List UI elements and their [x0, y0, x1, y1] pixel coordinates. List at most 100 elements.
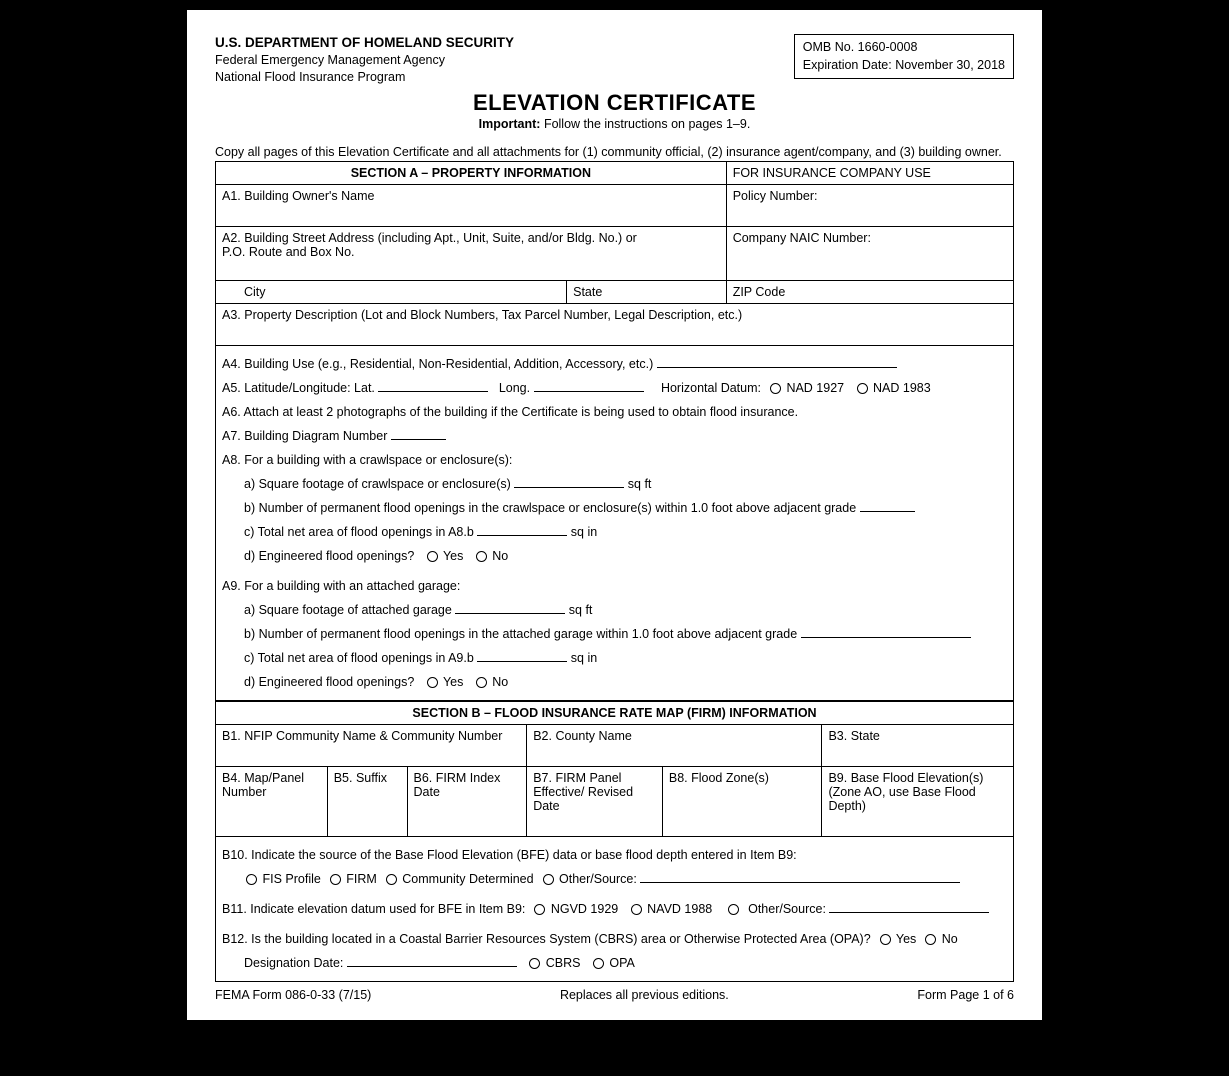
policy-number[interactable]: Policy Number: — [726, 184, 1013, 226]
a9a-input[interactable] — [455, 601, 565, 614]
opa-label: OPA — [609, 956, 634, 970]
copy-instruction: Copy all pages of this Elevation Certifi… — [215, 145, 1014, 159]
a7-label: A7. Building Diagram Number — [222, 429, 387, 443]
nad1927-radio[interactable] — [770, 383, 781, 394]
a7-diagram-number[interactable]: A7. Building Diagram Number — [222, 426, 1007, 446]
a8b-input[interactable] — [860, 499, 915, 512]
b3-state[interactable]: B3. State — [822, 724, 1014, 766]
a4-input[interactable] — [657, 355, 897, 368]
a8d-yes-label: Yes — [443, 549, 463, 563]
b10-other-radio[interactable] — [543, 874, 554, 885]
b12-yes-label: Yes — [896, 932, 916, 946]
b11[interactable]: B11. Indicate elevation datum used for B… — [222, 899, 1007, 919]
firm-radio[interactable] — [330, 874, 341, 885]
b10-other-input[interactable] — [640, 870, 960, 883]
a9a[interactable]: a) Square footage of attached garage sq … — [222, 600, 1007, 620]
b11-other-radio[interactable] — [728, 904, 739, 915]
a8d-yes-radio[interactable] — [427, 551, 438, 562]
b10-options[interactable]: FIS Profile FIRM Community Determined Ot… — [222, 869, 1007, 889]
a9c[interactable]: c) Total net area of flood openings in A… — [222, 648, 1007, 668]
section-a-header: SECTION A – PROPERTY INFORMATION — [216, 161, 727, 184]
b12[interactable]: B12. Is the building located in a Coasta… — [222, 929, 1007, 949]
cbrs-radio[interactable] — [529, 958, 540, 969]
community-det-label: Community Determined — [402, 872, 533, 886]
firm-label: FIRM — [346, 872, 377, 886]
a5-lat-long[interactable]: A5. Latitude/Longitude: Lat. Long. Horiz… — [222, 378, 1007, 398]
state-field[interactable]: State — [567, 280, 727, 303]
nad1983-radio[interactable] — [857, 383, 868, 394]
b12-yes-radio[interactable] — [880, 934, 891, 945]
b12-no-label: No — [942, 932, 958, 946]
page-number: Form Page 1 of 6 — [917, 988, 1014, 1002]
naic-number[interactable]: Company NAIC Number: — [726, 226, 1013, 280]
opa-radio[interactable] — [593, 958, 604, 969]
a5-lat-input[interactable] — [378, 379, 488, 392]
b4-map-panel[interactable]: B4. Map/Panel Number — [216, 766, 328, 836]
a1-owner-name[interactable]: A1. Building Owner's Name — [216, 184, 727, 226]
a2-street-address[interactable]: A2. Building Street Address (including A… — [216, 226, 727, 280]
b11-other-input[interactable] — [829, 900, 989, 913]
a8c-input[interactable] — [477, 523, 567, 536]
ngvd-radio[interactable] — [534, 904, 545, 915]
a8a[interactable]: a) Square footage of crawlspace or enclo… — [222, 474, 1007, 494]
city-field[interactable]: City — [216, 280, 567, 303]
a9c-input[interactable] — [477, 649, 567, 662]
a9b-input[interactable] — [801, 625, 971, 638]
a9a-label: a) Square footage of attached garage — [244, 603, 452, 617]
a9d-no-radio[interactable] — [476, 677, 487, 688]
a9d[interactable]: d) Engineered flood openings? Yes No — [222, 672, 1007, 692]
navd-label: NAVD 1988 — [647, 902, 712, 916]
a6-photos: A6. Attach at least 2 photographs of the… — [222, 402, 1007, 422]
a8c[interactable]: c) Total net area of flood openings in A… — [222, 522, 1007, 542]
b9-base-flood-elevation[interactable]: B9. Base Flood Elevation(s) (Zone AO, us… — [822, 766, 1014, 836]
dept-line-2: Federal Emergency Management Agency — [215, 52, 514, 69]
a4-building-use[interactable]: A4. Building Use (e.g., Residential, Non… — [222, 354, 1007, 374]
fis-label: FIS Profile — [262, 872, 320, 886]
designation-date-input[interactable] — [347, 954, 517, 967]
page-footer: FEMA Form 086-0-33 (7/15) Replaces all p… — [215, 988, 1014, 1002]
b10-other-label: Other/Source: — [559, 872, 637, 886]
form-title: ELEVATION CERTIFICATE — [215, 90, 1014, 116]
a5-lat-label: A5. Latitude/Longitude: Lat. — [222, 381, 375, 395]
a8b-label: b) Number of permanent flood openings in… — [244, 501, 856, 515]
form-number: FEMA Form 086-0-33 (7/15) — [215, 988, 371, 1002]
ngvd-label: NGVD 1929 — [551, 902, 618, 916]
b7-firm-panel-date[interactable]: B7. FIRM Panel Effective/ Revised Date — [527, 766, 663, 836]
a7-input[interactable] — [391, 427, 446, 440]
a9d-no-label: No — [492, 675, 508, 689]
a8a-input[interactable] — [514, 475, 624, 488]
b12-no-radio[interactable] — [925, 934, 936, 945]
b5-suffix[interactable]: B5. Suffix — [327, 766, 407, 836]
b8-flood-zone[interactable]: B8. Flood Zone(s) — [662, 766, 822, 836]
dept-line-3: National Flood Insurance Program — [215, 69, 514, 86]
important-note: Important: Follow the instructions on pa… — [215, 117, 1014, 131]
a8-crawlspace: A8. For a building with a crawlspace or … — [222, 450, 1007, 470]
title-block: ELEVATION CERTIFICATE Important: Follow … — [215, 90, 1014, 131]
a8d[interactable]: d) Engineered flood openings? Yes No — [222, 546, 1007, 566]
b6-firm-index-date[interactable]: B6. FIRM Index Date — [407, 766, 527, 836]
b11-label: B11. Indicate elevation datum used for B… — [222, 902, 525, 916]
navd-radio[interactable] — [631, 904, 642, 915]
expiration-date: Expiration Date: November 30, 2018 — [803, 57, 1005, 75]
fis-radio[interactable] — [246, 874, 257, 885]
b2-county[interactable]: B2. County Name — [527, 724, 822, 766]
b12-designation[interactable]: Designation Date: CBRS OPA — [222, 953, 1007, 973]
page-header: U.S. DEPARTMENT OF HOMELAND SECURITY Fed… — [215, 34, 1014, 86]
important-label: Important: — [479, 117, 541, 131]
a8b[interactable]: b) Number of permanent flood openings in… — [222, 498, 1007, 518]
b11-other-label: Other/Source: — [748, 902, 826, 916]
a3-property-description[interactable]: A3. Property Description (Lot and Block … — [216, 303, 1014, 345]
zip-field[interactable]: ZIP Code — [726, 280, 1013, 303]
a5-datum-label: Horizontal Datum: — [661, 381, 761, 395]
section-b-header: SECTION B – FLOOD INSURANCE RATE MAP (FI… — [216, 701, 1014, 724]
fema-elevation-certificate-page: U.S. DEPARTMENT OF HOMELAND SECURITY Fed… — [187, 10, 1042, 1020]
a5-long-input[interactable] — [534, 379, 644, 392]
a9c-label: c) Total net area of flood openings in A… — [244, 651, 474, 665]
a8d-no-label: No — [492, 549, 508, 563]
a8a-unit: sq ft — [628, 477, 652, 491]
a9b[interactable]: b) Number of permanent flood openings in… — [222, 624, 1007, 644]
a8d-no-radio[interactable] — [476, 551, 487, 562]
b1-community[interactable]: B1. NFIP Community Name & Community Numb… — [216, 724, 527, 766]
a9d-yes-radio[interactable] — [427, 677, 438, 688]
community-det-radio[interactable] — [386, 874, 397, 885]
